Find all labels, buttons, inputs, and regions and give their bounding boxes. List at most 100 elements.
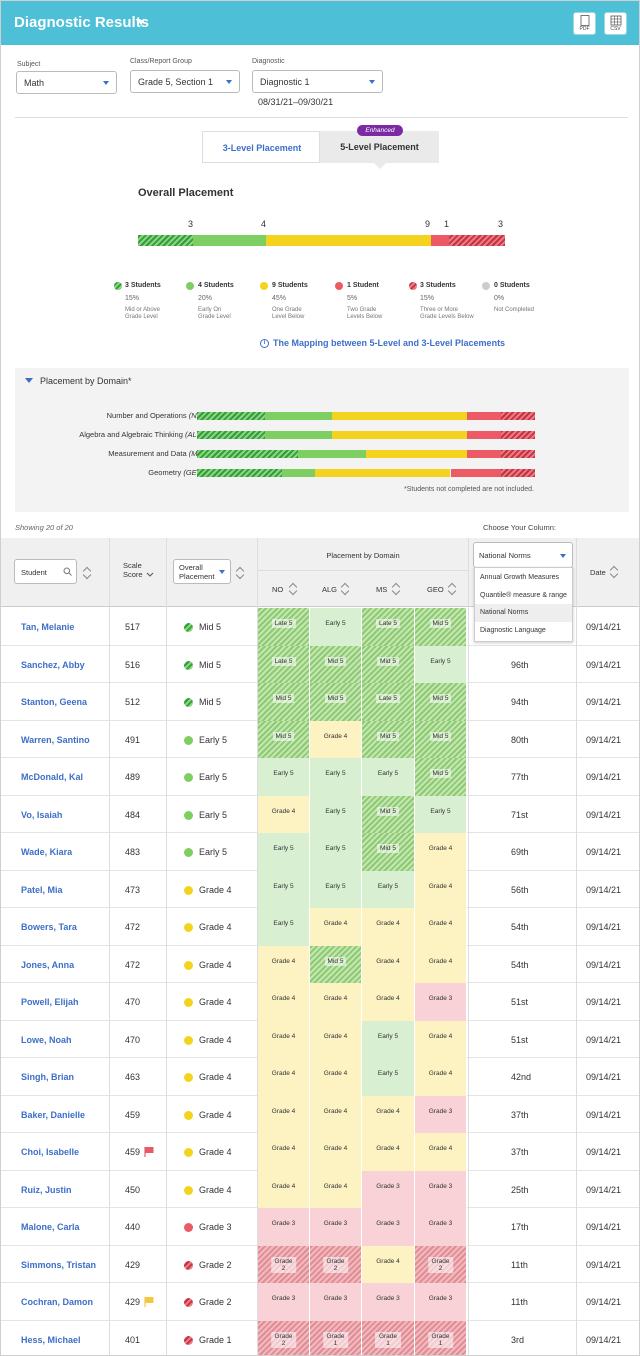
sort-down-icon[interactable] (146, 572, 154, 578)
placement-dot (184, 1185, 193, 1195)
collapse-caret-icon[interactable] (25, 378, 33, 383)
table-row[interactable]: Tan, Melanie 517 Mid 5 Late 5 Early 5 Late 5 M… (1, 608, 639, 646)
test-date: 09/14/21 (586, 659, 622, 670)
table-row[interactable]: Sanchez, Abby 516 Mid 5 Late 5 Mid 5 Mid 5 Ear… (1, 645, 639, 683)
legend-desc: Two Grade (347, 307, 377, 313)
student-name-link[interactable]: Choi, Isabelle (21, 1147, 80, 1157)
student-name-link[interactable]: Ruiz, Justin (21, 1184, 72, 1195)
student-name-link[interactable]: Cochran, Damon (21, 1297, 94, 1307)
table-row[interactable]: Hess, Michael 401 Grade 1 Grade 2 Grade 1 Gra… (1, 1320, 639, 1355)
class-select[interactable]: Grade 5, Section 1 (130, 70, 240, 93)
scale-score: 459 (125, 1147, 141, 1157)
column-option[interactable]: Quantile® measure & range (480, 591, 567, 599)
table-row[interactable]: Bowers, Tara 472 Grade 4 Early 5 Grade 4 Grad… (1, 908, 639, 946)
column-option[interactable]: Diagnostic Language (480, 626, 546, 634)
student-name-link[interactable]: Wade, Kiara (21, 847, 73, 857)
student-name-link[interactable]: Warren, Santino (21, 734, 90, 745)
student-search-input[interactable]: Student (14, 559, 77, 584)
no-header[interactable]: NO (272, 585, 284, 594)
flag-icon[interactable] (144, 1296, 154, 1307)
student-name-link[interactable]: Jones, Anna (21, 959, 75, 970)
student-name-link[interactable]: Malone, Carla (21, 1222, 80, 1232)
domain-cell-geo: Mid 5 (415, 608, 467, 646)
table-row[interactable]: McDonald, Kal 489 Early 5 Early 5 Early 5 Ear… (1, 758, 639, 796)
student-name-link[interactable]: Sanchez, Abby (21, 659, 85, 670)
export-csv-button[interactable]: CSV (604, 12, 627, 35)
domain-placement: Grade 3 (428, 1182, 453, 1190)
alg-header[interactable]: ALG (322, 585, 338, 594)
table-row[interactable]: Patel, Mia 473 Grade 4 Early 5 Early 5 Early … (1, 870, 639, 908)
table-row[interactable]: Choi, Isabelle 459 Grade 4 Grade 4 Grade 4 Gr… (1, 1133, 639, 1171)
table-row[interactable]: Baker, Danielle 459 Grade 4 Grade 4 Grade 4 G… (1, 1095, 639, 1133)
sort-alg-icon[interactable] (341, 581, 349, 595)
subject-select[interactable]: Math (16, 71, 117, 94)
column-select[interactable]: National Norms (473, 542, 573, 568)
column-divider (109, 538, 110, 1355)
student-name-link[interactable]: Vo, Isaiah (21, 809, 63, 820)
table-row[interactable]: Ruiz, Justin 450 Grade 4 Grade 4 Grade 4 Grad… (1, 1170, 639, 1208)
scale-score: 472 (125, 922, 141, 932)
table-row[interactable]: Simmons, Tristan 429 Grade 2 Grade 2 Grade 2… (1, 1245, 639, 1283)
student-name-link[interactable]: McDonald, Kal (21, 772, 84, 782)
domain-cell-geo: Mid 5 (415, 758, 467, 796)
mapping-link[interactable]: The Mapping between 5-Level and 3-Level … (273, 338, 506, 348)
flag-icon[interactable] (144, 1146, 154, 1157)
domain-cell-geo: Early 5 (415, 645, 467, 683)
student-name-link[interactable]: Lowe, Noah (21, 1034, 72, 1045)
sort-student-icon[interactable] (83, 565, 91, 579)
table-row[interactable]: Stanton, Geena 512 Mid 5 Mid 5 Mid 5 Late 5 Mi… (1, 683, 639, 721)
student-name-link[interactable]: Tan, Melanie (21, 622, 75, 632)
scale-score: 491 (125, 734, 141, 745)
domain-segment-early-on (298, 450, 366, 458)
placement-dot (184, 1073, 193, 1082)
placement-by-domain-title[interactable]: Placement by Domain* (40, 376, 132, 386)
scale-score-header[interactable]: Scale Score (123, 561, 143, 579)
table-row[interactable]: Malone, Carla 440 Grade 3 Grade 3 Grade 3 Gra… (1, 1208, 639, 1246)
table-row[interactable]: Wade, Kiara 483 Early 5 Early 5 Early 5 Mid 5… (1, 833, 639, 871)
sort-overall-icon[interactable] (236, 565, 244, 579)
table-row[interactable]: Powell, Elijah 470 Grade 4 Grade 4 Grade 4 Gr… (1, 983, 639, 1021)
student-name-link[interactable]: Simmons, Tristan (21, 1259, 97, 1270)
diagnostic-select[interactable]: Diagnostic 1 (252, 70, 383, 93)
tab-5-level-placement[interactable]: 5-Level Placement (320, 131, 439, 163)
domain-cell-ms: Mid 5 (362, 795, 415, 833)
domain-cell-alg: Grade 4 (310, 983, 362, 1021)
date-header[interactable]: Date (590, 568, 606, 577)
table-row[interactable]: Warren, Santino 491 Early 5 Mid 5 Grade 4 Mid… (1, 720, 639, 758)
overall-placement-filter[interactable]: Overall Placement (173, 559, 231, 584)
tab-3-level-placement[interactable]: 3-Level Placement (202, 131, 320, 163)
sort-date-icon[interactable] (610, 564, 618, 578)
table-row[interactable]: Jones, Anna 472 Grade 4 Grade 4 Mid 5 Grade 4… (1, 945, 639, 983)
export-pdf-button[interactable]: PDF (573, 12, 596, 35)
student-name-link[interactable]: Powell, Elijah (21, 997, 79, 1007)
student-name-link[interactable]: Baker, Danielle (21, 1109, 86, 1120)
page-title[interactable]: Diagnostic Results (14, 14, 150, 31)
domain-cell-no: Early 5 (258, 870, 310, 908)
sort-no-icon[interactable] (289, 581, 297, 595)
table-row[interactable]: Vo, Isaiah 484 Early 5 Grade 4 Early 5 Mid 5 E… (1, 795, 639, 833)
ms-header[interactable]: MS (376, 585, 388, 594)
student-name-link[interactable]: Stanton, Geena (21, 697, 88, 707)
domain-segment-one-below (366, 450, 468, 458)
student-name-link[interactable]: Patel, Mia (21, 884, 63, 895)
column-option[interactable]: Annual Growth Measures (480, 574, 559, 581)
student-name-link[interactable]: Singh, Brian (21, 1072, 75, 1082)
sort-ms-icon[interactable] (392, 581, 400, 595)
title-dropdown-icon[interactable] (137, 20, 145, 25)
table-row[interactable]: Singh, Brian 463 Grade 4 Grade 4 Grade 4 Earl… (1, 1058, 639, 1096)
placement-dot (184, 810, 193, 820)
national-norm: 25th (511, 1184, 529, 1195)
scale-score: 473 (125, 884, 141, 895)
domain-cell-geo: Mid 5 (415, 720, 467, 758)
table-row[interactable]: Cochran, Damon 429 Grade 2 Grade 3 Grade 3 Gr… (1, 1283, 639, 1321)
national-norm: 71st (511, 809, 529, 820)
table-row[interactable]: Lowe, Noah 470 Grade 4 Grade 4 Grade 4 Early … (1, 1020, 639, 1058)
test-date: 09/14/21 (586, 809, 622, 820)
geo-header[interactable]: GEO (427, 585, 444, 594)
domain-cell-ms: Grade 4 (362, 945, 415, 983)
student-name-link[interactable]: Bowers, Tara (21, 922, 77, 932)
student-name-link[interactable]: Hess, Michael (21, 1334, 81, 1345)
sort-geo-icon[interactable] (448, 581, 456, 595)
domain-cell-no: Mid 5 (258, 720, 310, 758)
column-option-selected[interactable]: National Norms (475, 604, 572, 622)
